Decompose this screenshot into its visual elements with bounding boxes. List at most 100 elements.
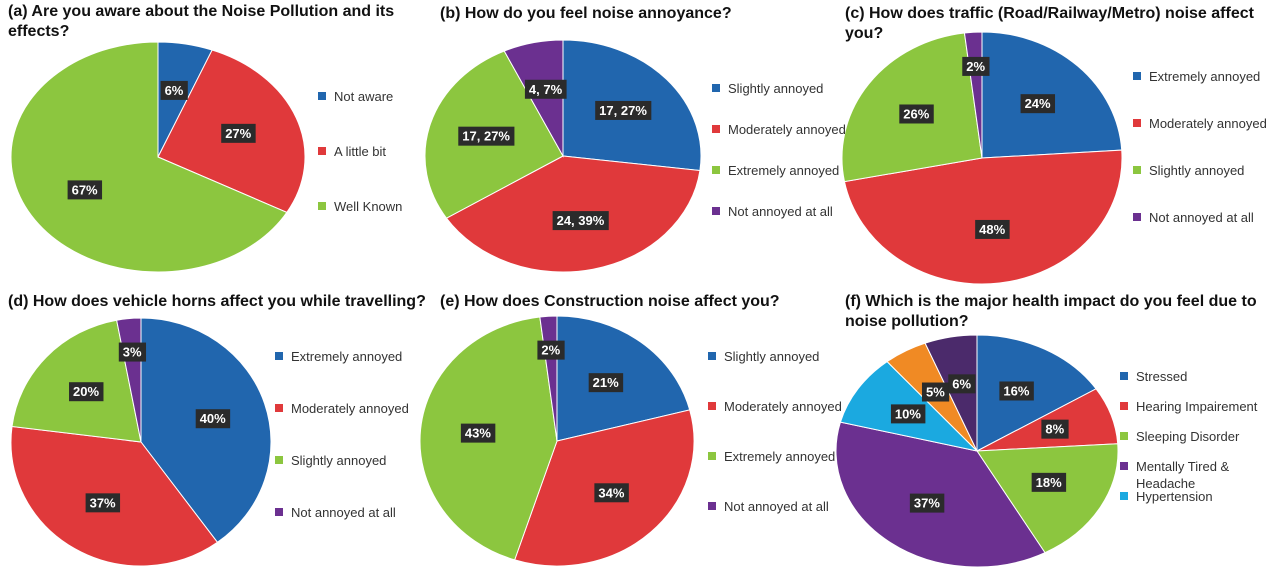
legend-swatch <box>1120 462 1128 470</box>
legend-swatch <box>712 207 720 215</box>
value-label-group: 17, 27% <box>458 126 515 146</box>
chart-title: (e) How does Construction noise affect y… <box>440 293 780 310</box>
value-label: 21% <box>593 375 619 390</box>
legend-label: Mentally Tired & Headache <box>1136 459 1230 491</box>
legend-label: Slightly annoyed <box>724 349 820 364</box>
pie-slice <box>976 443 1119 554</box>
legend-swatch <box>708 402 716 410</box>
legend-label: Extremely annoyed <box>728 163 840 178</box>
value-label: 17, 27% <box>599 103 647 118</box>
legend-swatch <box>712 166 720 174</box>
legend-item: Moderately annoyed <box>275 400 420 417</box>
value-label-bg <box>588 373 624 393</box>
value-label-bg <box>67 180 103 200</box>
value-label: 48% <box>979 222 1005 237</box>
legend-swatch <box>1120 372 1128 380</box>
value-label-group: 37% <box>909 493 945 513</box>
value-label: 5% <box>926 385 945 400</box>
value-label-group: 3% <box>118 342 147 362</box>
value-label-bg <box>221 123 256 143</box>
legend-swatch <box>712 84 720 92</box>
value-label: 16% <box>1003 383 1029 398</box>
value-label: 43% <box>465 426 491 441</box>
value-label: 2% <box>966 59 985 74</box>
value-label: 3% <box>123 345 142 360</box>
legend-swatch <box>712 125 720 133</box>
value-label-group: 8% <box>1041 419 1069 439</box>
value-label-bg <box>1041 419 1069 439</box>
chart-title: (a) Are you aware about the Noise Pollut… <box>8 3 395 40</box>
legend-swatch <box>708 502 716 510</box>
legend-label: Not annoyed at all <box>724 499 829 514</box>
value-label-group: 17, 27% <box>595 100 652 120</box>
value-label-group: 24% <box>1020 94 1056 114</box>
legend-item: Slightly annoyed <box>708 348 853 365</box>
value-label: 8% <box>1045 422 1064 437</box>
legend-label: Moderately annoyed <box>1149 116 1267 131</box>
value-label: 10% <box>895 406 921 421</box>
value-label-group: 18% <box>1031 472 1067 492</box>
value-label: 67% <box>72 182 98 197</box>
value-label-bg <box>552 211 609 231</box>
legend-label: Not annoyed at all <box>1149 210 1254 225</box>
legend-item: Not annoyed at all <box>708 498 853 515</box>
legend-label: Well Known <box>334 199 403 214</box>
legend-label: Not aware <box>334 89 394 104</box>
legend-label: Moderately annoyed <box>728 122 846 137</box>
legend-label: Slightly annoyed <box>1149 163 1245 178</box>
pie-slice <box>556 315 691 442</box>
legend-item: Well Known <box>318 198 463 215</box>
value-label-group: 2% <box>962 56 990 76</box>
value-label-bg <box>69 382 104 402</box>
legend-swatch <box>1133 119 1141 127</box>
pie-slice <box>843 149 1123 285</box>
legend-label: Slightly annoyed <box>728 81 824 96</box>
value-label-bg <box>890 404 926 424</box>
legend-swatch <box>318 92 326 100</box>
value-label-bg <box>909 493 945 513</box>
value-label-bg <box>195 409 231 429</box>
value-label-bg <box>962 56 990 76</box>
chart-title: (d) How does vehicle horns affect you wh… <box>8 293 426 310</box>
legend-swatch <box>708 352 716 360</box>
value-label-group: 48% <box>975 219 1010 239</box>
legend-item: Extremely annoyed <box>275 348 420 365</box>
value-label-group: 40% <box>195 409 231 429</box>
legend-label: Sleeping Disorder <box>1136 429 1240 444</box>
legend-item: Not aware <box>318 88 463 105</box>
pie-slice <box>10 41 288 273</box>
legend-label: Extremely annoyed <box>1149 69 1261 84</box>
value-label-group: 26% <box>899 104 934 124</box>
value-label-group: 5% <box>921 382 950 402</box>
legend-label: Stressed <box>1136 369 1188 384</box>
pie-slice <box>11 319 142 443</box>
legend-item: Hearing Impairement <box>1120 398 1265 415</box>
legend-label: Extremely annoyed <box>291 349 403 364</box>
value-label: 34% <box>598 485 624 500</box>
legend-label: Slightly annoyed <box>291 453 387 468</box>
legend-swatch <box>275 456 283 464</box>
value-label-group: 4, 7% <box>524 79 567 99</box>
legend-swatch <box>708 452 716 460</box>
legend-item: A little bit <box>318 143 463 160</box>
legend-item: Extremely annoyed <box>708 448 853 465</box>
value-label: 27% <box>225 126 251 141</box>
legend-item: Sleeping Disorder <box>1120 428 1265 445</box>
value-label: 20% <box>73 384 99 399</box>
legend-swatch <box>1120 492 1128 500</box>
legend-label: Hearing Impairement <box>1136 399 1258 414</box>
legend-item: Extremely annoyed <box>1133 68 1278 85</box>
value-label-bg <box>999 381 1034 401</box>
value-label-group: 43% <box>460 423 496 443</box>
value-label-bg <box>595 100 652 120</box>
value-label: 6% <box>952 376 971 391</box>
legend-item: Slightly annoyed <box>712 80 857 97</box>
legend-item: Hypertension <box>1120 488 1265 505</box>
pie-slice <box>140 317 272 544</box>
value-label-bg <box>160 80 188 100</box>
legend-swatch <box>318 202 326 210</box>
chart-title: (b) How do you feel noise annoyance? <box>440 5 732 22</box>
value-label-group: 34% <box>594 483 629 503</box>
